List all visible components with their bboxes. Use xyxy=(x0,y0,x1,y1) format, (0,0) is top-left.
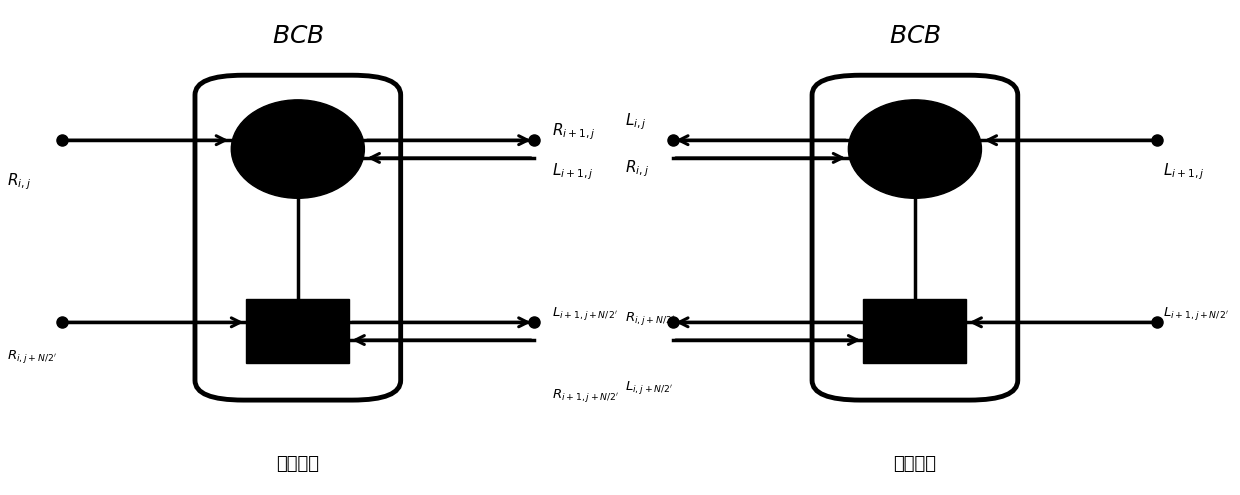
Text: $L_{i,j}$: $L_{i,j}$ xyxy=(625,112,646,132)
Ellipse shape xyxy=(848,100,981,198)
Text: 从右到左: 从右到左 xyxy=(893,455,936,473)
Text: 从左到右: 从左到右 xyxy=(277,455,320,473)
Text: $R_{i,j}$: $R_{i,j}$ xyxy=(625,158,649,179)
Text: $R_{i,j+N/2^{\prime}}$: $R_{i,j+N/2^{\prime}}$ xyxy=(625,310,675,327)
Text: $L_{i+1,j}$: $L_{i+1,j}$ xyxy=(552,161,594,182)
Text: $R_{i,j}$: $R_{i,j}$ xyxy=(7,171,31,192)
Ellipse shape xyxy=(232,100,365,198)
Bar xyxy=(247,299,350,363)
Text: $\mathbf{\mathit{BCB}}$: $\mathbf{\mathit{BCB}}$ xyxy=(889,24,941,48)
Bar xyxy=(863,299,966,363)
Text: $L_{i+1,j+N/2^{\prime}}$: $L_{i+1,j+N/2^{\prime}}$ xyxy=(552,305,618,322)
Text: $R_{i,j+N/2^{\prime}}$: $R_{i,j+N/2^{\prime}}$ xyxy=(7,348,58,365)
Text: $L_{i+1,j}$: $L_{i+1,j}$ xyxy=(1163,161,1205,182)
Text: $R_{i+1,j+N/2^{\prime}}$: $R_{i+1,j+N/2^{\prime}}$ xyxy=(552,387,620,403)
Text: $L_{i,j+N/2^{\prime}}$: $L_{i,j+N/2^{\prime}}$ xyxy=(625,379,673,396)
Text: $R_{i+1,j}$: $R_{i+1,j}$ xyxy=(552,122,595,142)
Text: $L_{i+1,j+N/2^{\prime}}$: $L_{i+1,j+N/2^{\prime}}$ xyxy=(1163,305,1229,322)
Text: $\mathbf{\mathit{BCB}}$: $\mathbf{\mathit{BCB}}$ xyxy=(272,24,324,48)
